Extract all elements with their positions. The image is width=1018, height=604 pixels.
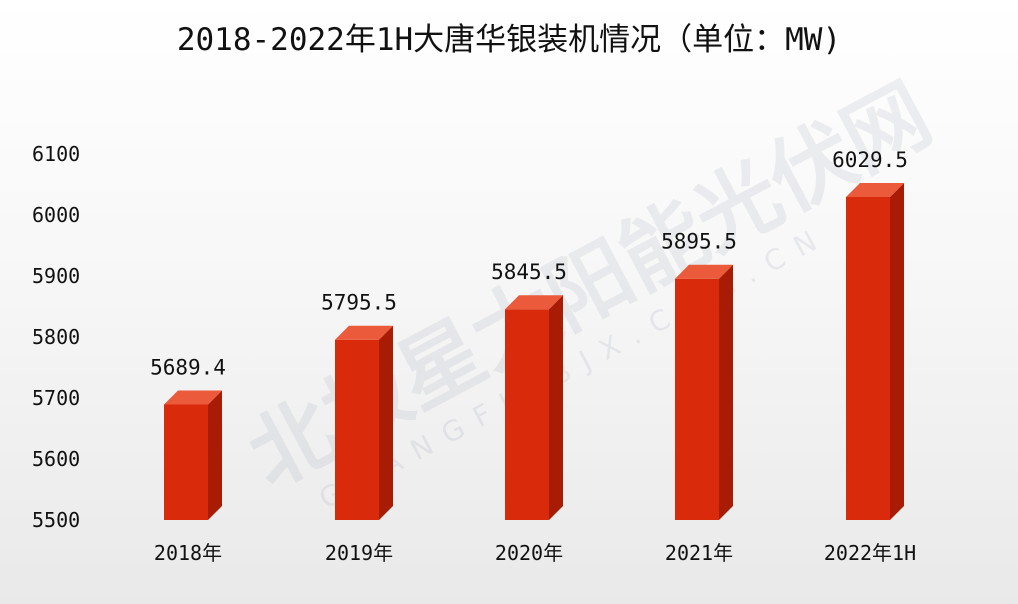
bar-side xyxy=(719,264,733,520)
x-tick-label: 2022年1H xyxy=(824,541,916,565)
bar-top xyxy=(164,390,222,405)
data-label: 5845.5 xyxy=(491,260,567,284)
bar-front xyxy=(335,339,379,520)
chart-title: 2018-2022年1H大唐华银装机情况（单位：MW) xyxy=(177,22,841,58)
y-tick-label: 5700 xyxy=(32,386,80,410)
bar-top xyxy=(846,183,904,198)
bar-top xyxy=(505,295,563,310)
y-tick-label: 6000 xyxy=(32,203,80,227)
data-label: 6029.5 xyxy=(832,148,908,172)
bar-front xyxy=(846,197,890,520)
y-tick-label: 6100 xyxy=(32,142,80,166)
data-label: 5895.5 xyxy=(661,230,737,254)
bar xyxy=(164,390,222,520)
bar xyxy=(846,183,904,520)
data-label: 5795.5 xyxy=(321,291,397,315)
bar-front xyxy=(164,404,208,520)
bar-front xyxy=(675,278,719,520)
bar-side xyxy=(208,390,222,520)
x-axis: 2018年 2019年 2020年 2021年 2022年1H xyxy=(154,541,916,565)
bars xyxy=(164,183,904,520)
y-tick-label: 5500 xyxy=(32,508,80,532)
bar-top xyxy=(675,264,733,279)
bar-side xyxy=(549,295,563,520)
bar-side xyxy=(379,325,393,520)
bar xyxy=(505,295,563,520)
bar-side xyxy=(890,183,904,520)
y-tick-label: 5900 xyxy=(32,264,80,288)
bar-top xyxy=(335,325,393,340)
x-tick-label: 2020年 xyxy=(495,541,563,565)
bar-front xyxy=(505,309,549,520)
y-tick-label: 5800 xyxy=(32,325,80,349)
x-tick-label: 2019年 xyxy=(325,541,393,565)
y-axis: 5500 5600 5700 5800 5900 6000 6100 xyxy=(32,142,80,532)
y-tick-label: 5600 xyxy=(32,447,80,471)
x-tick-label: 2021年 xyxy=(665,541,733,565)
bar xyxy=(675,264,733,520)
bar xyxy=(335,325,393,520)
data-labels: 5689.4 5795.5 5845.5 5895.5 6029.5 xyxy=(150,148,908,379)
data-label: 5689.4 xyxy=(150,355,226,379)
x-tick-label: 2018年 xyxy=(154,541,222,565)
